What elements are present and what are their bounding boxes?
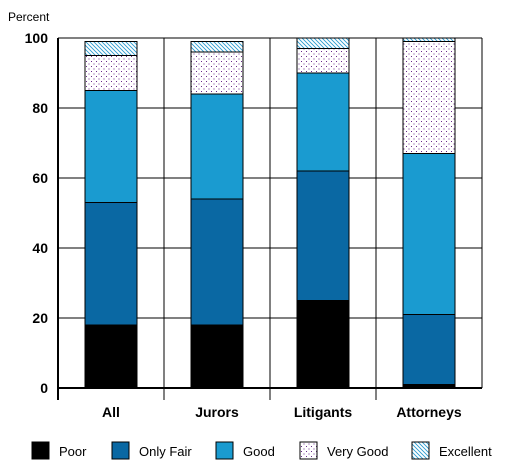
axes: All Jurors Litigants Attorneys 0 20 40 60 80 100 [25,30,482,420]
x-tick-label: Attorneys [396,404,462,420]
bar-litigants-poor [296,300,350,389]
y-tick-label: 100 [25,30,49,46]
y-tick-label: 60 [32,170,48,186]
x-tick-label: Jurors [195,404,239,420]
bar-all-excellent [84,41,138,56]
bar-litigants-good [296,72,350,172]
bar-litigants-excellent [296,37,350,49]
bar-litigants-very-good [296,48,350,74]
legend-swatch [411,441,430,460]
y-tick-label: 0 [40,380,48,396]
legend-label: Poor [59,444,87,459]
y-tick-label: 20 [32,310,48,326]
legend-item-only-fair: Only Fair [111,441,192,460]
legend-label: Excellent [439,444,492,459]
legend-swatch [31,441,50,460]
bar-attorneys-good [402,153,456,315]
bar-all-only-fair [84,202,138,326]
x-tick-label: Litigants [294,404,353,420]
legend-label: Only Fair [139,444,192,459]
y-tick-label: 40 [32,240,48,256]
bars [84,37,456,389]
x-tick-label: All [102,404,120,420]
bar-attorneys-very-good [402,41,456,154]
y-axis-label: Percent [8,10,50,24]
bar-all-good [84,90,138,203]
legend-item-good: Good [215,441,275,460]
bar-jurors-excellent [190,41,244,53]
bar-litigants-only-fair [296,170,350,301]
y-tick-label: 80 [32,100,48,116]
legend-label: Good [243,444,275,459]
legend-item-very-good: Very Good [299,441,388,460]
bar-all-very-good [84,55,138,91]
legend-item-poor: Poor [31,441,87,460]
bar-jurors-only-fair [190,198,244,326]
bar-jurors-poor [190,324,244,389]
legend-swatch [215,441,234,460]
legend: Poor Only Fair Good Very Good Excellent [31,441,492,460]
legend-swatch [299,441,318,460]
bar-attorneys-only-fair [402,314,456,385]
bar-attorneys-excellent [402,37,456,42]
bar-jurors-very-good [190,51,244,95]
legend-item-excellent: Excellent [411,441,492,460]
legend-swatch [111,441,130,460]
bar-all-poor [84,324,138,389]
bar-jurors-good [190,93,244,200]
legend-label: Very Good [327,444,388,459]
